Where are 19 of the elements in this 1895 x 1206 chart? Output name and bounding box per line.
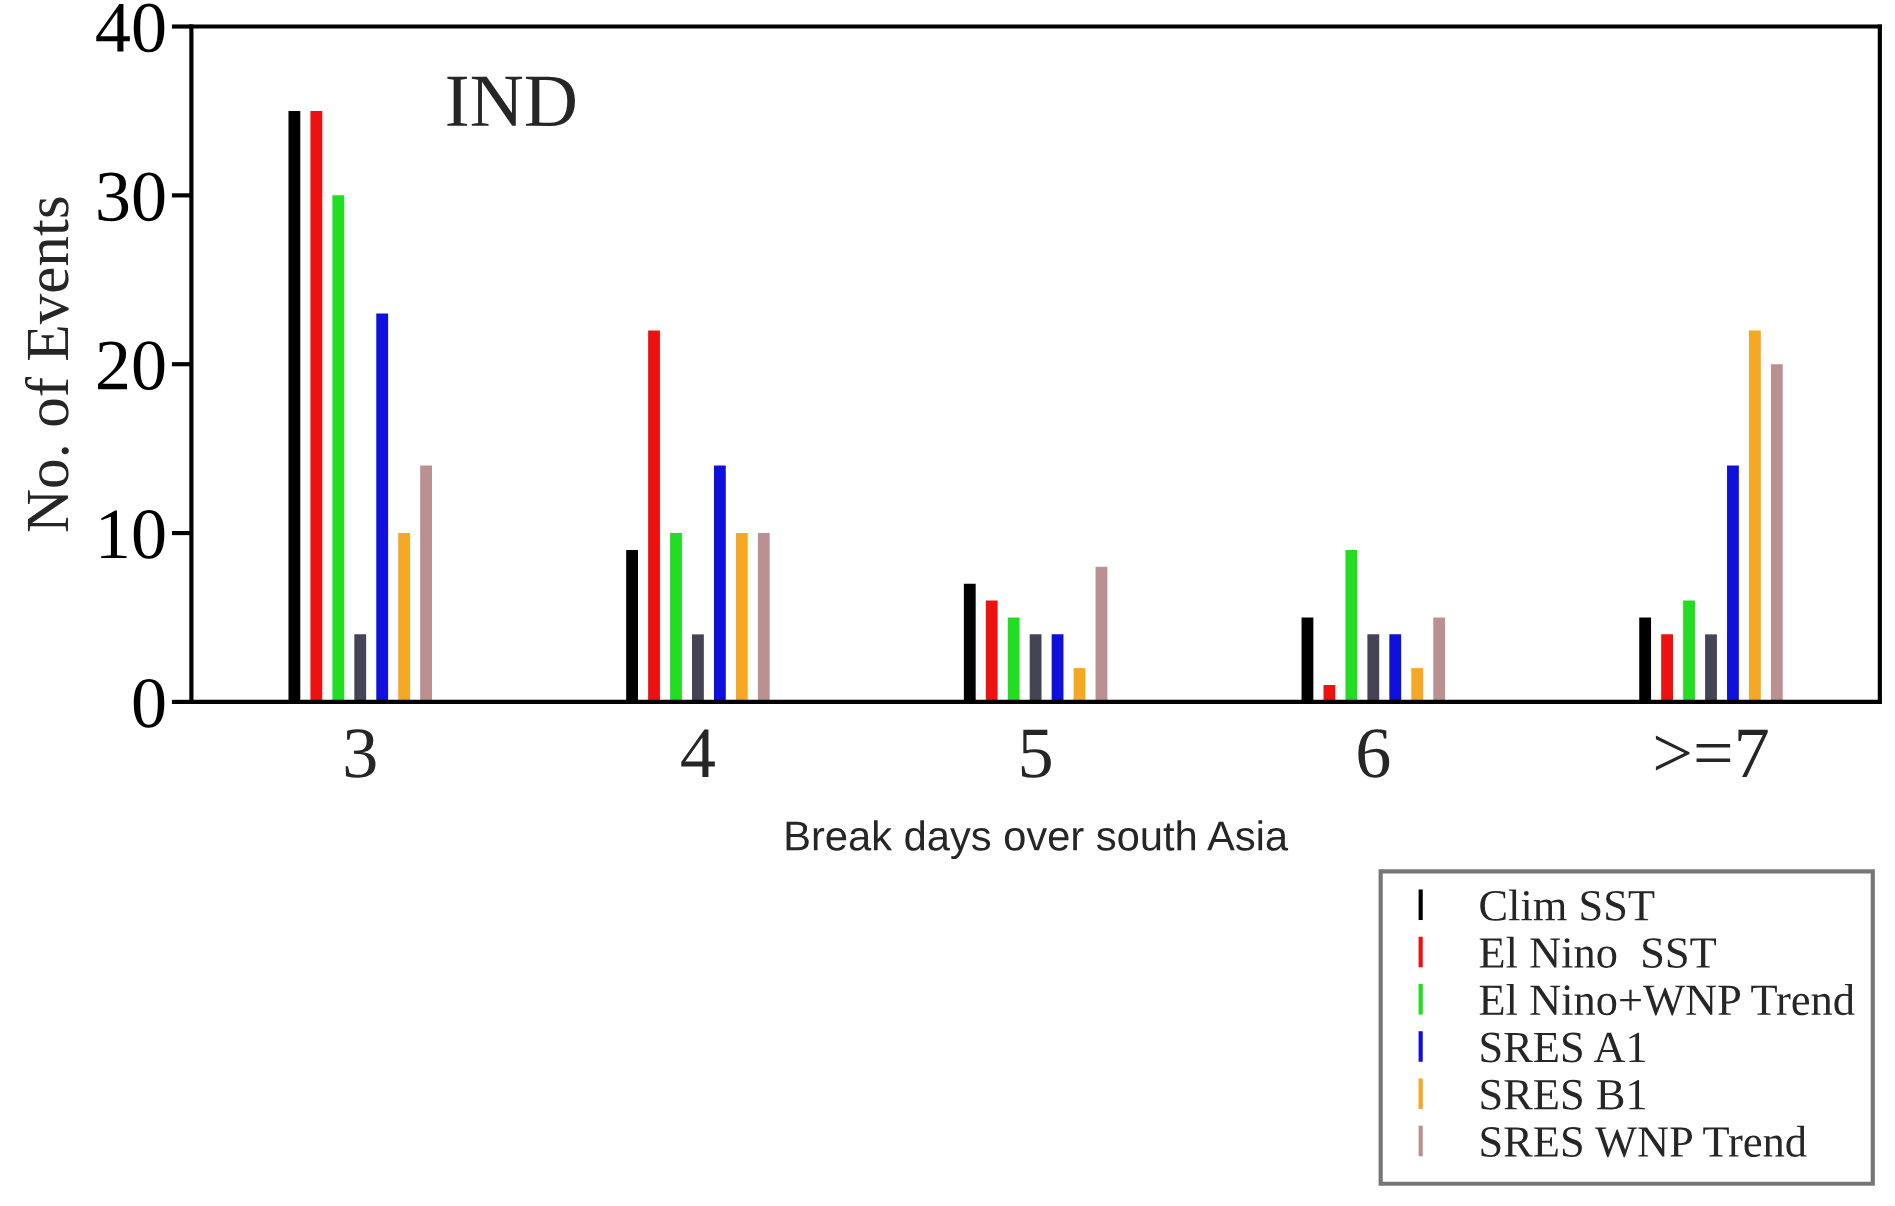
x-tick-label: 5: [1021, 729, 1051, 778]
y-tick-label: 10: [101, 510, 165, 559]
y-tick-label: 20: [98, 341, 165, 390]
y-axis-title: No. of Events: [24, 197, 69, 532]
legend-label: SRES WNP Trend: [1481, 1125, 1807, 1158]
legend-label: Clim SST: [1480, 889, 1655, 921]
y-tick-label: 0: [133, 678, 165, 728]
y-tick-label: 30: [98, 172, 165, 222]
legend-label: SRES A1: [1481, 1032, 1645, 1063]
legend-label: SRES B1: [1481, 1079, 1645, 1110]
x-tick-label: >=7: [1655, 729, 1768, 778]
annotation: IND: [447, 76, 575, 126]
x-tick-label: 4: [681, 729, 715, 778]
legend-label: El Nino+WNP Trend: [1479, 983, 1855, 1016]
x-tick-label: 3: [345, 729, 376, 778]
legend-label: El Nino SST: [1479, 936, 1717, 968]
x-tick-label: 6: [1358, 729, 1390, 778]
y-tick-label: 40: [96, 3, 165, 53]
x-axis-title: Break days over south Asia: [786, 820, 1289, 860]
